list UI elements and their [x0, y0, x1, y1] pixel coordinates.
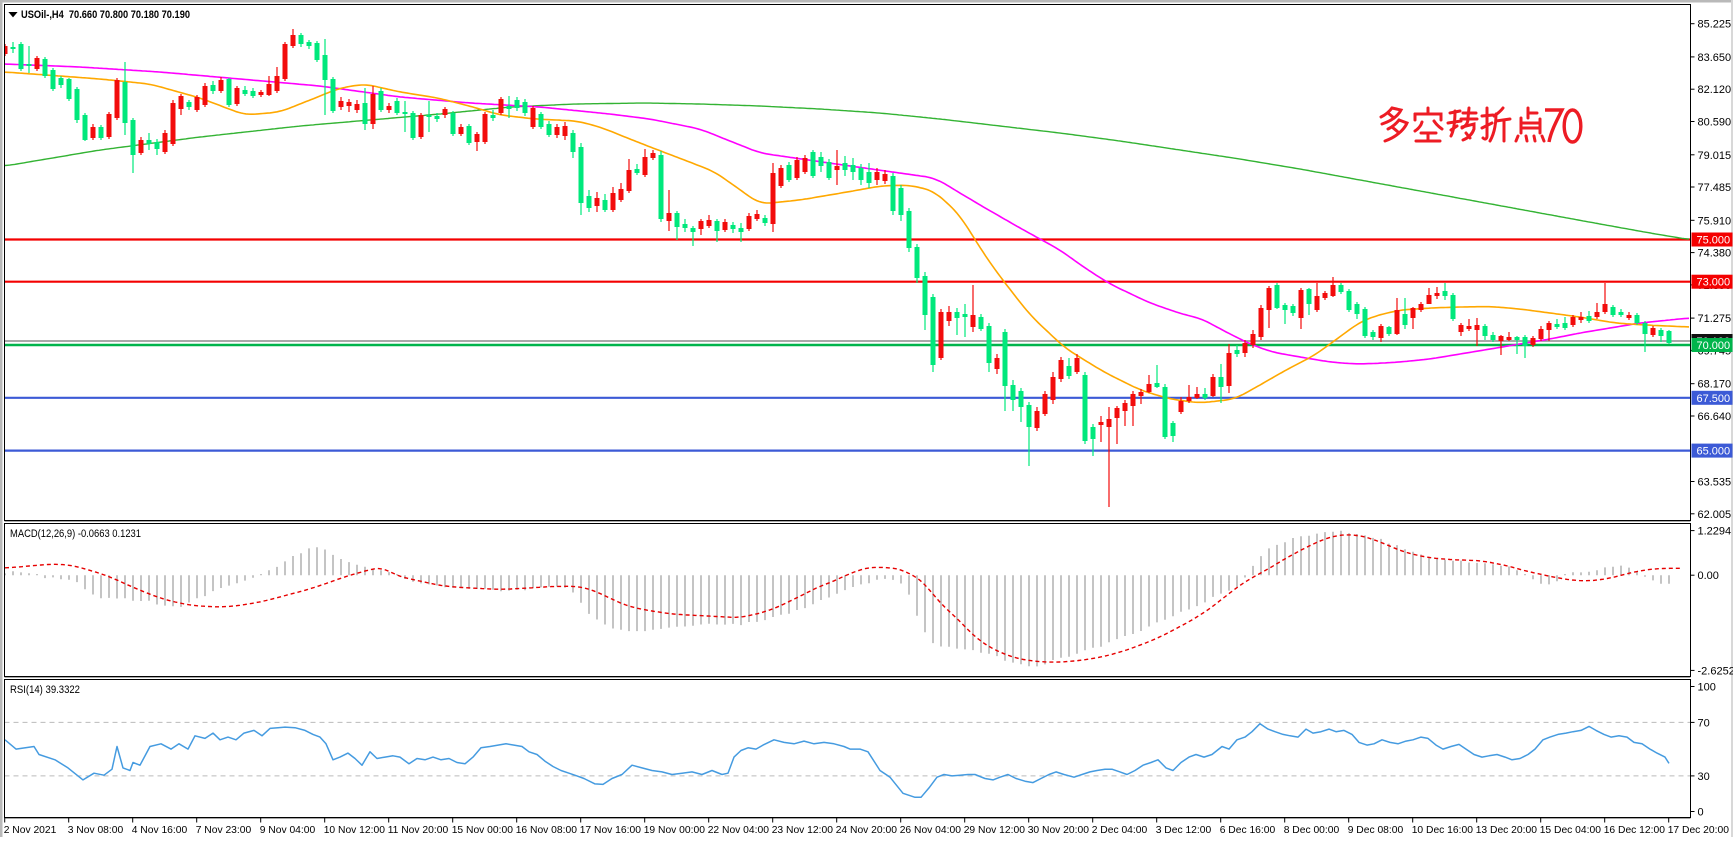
svg-text:9 Nov 04:00: 9 Nov 04:00	[260, 825, 316, 836]
svg-text:0: 0	[1698, 807, 1704, 819]
svg-text:100: 100	[1698, 682, 1716, 694]
svg-text:7 Nov 23:00: 7 Nov 23:00	[196, 825, 252, 836]
svg-text:11 Nov 20:00: 11 Nov 20:00	[388, 825, 449, 836]
svg-text:9 Dec 08:00: 9 Dec 08:00	[1348, 825, 1404, 836]
svg-text:1.2294: 1.2294	[1698, 526, 1732, 538]
svg-text:10 Dec 16:00: 10 Dec 16:00	[1412, 825, 1474, 836]
svg-text:8 Dec 00:00: 8 Dec 00:00	[1284, 825, 1340, 836]
svg-text:70.000: 70.000	[1697, 340, 1731, 352]
svg-text:6 Dec 16:00: 6 Dec 16:00	[1220, 825, 1276, 836]
svg-text:3 Nov 08:00: 3 Nov 08:00	[68, 825, 124, 836]
svg-text:68.170: 68.170	[1698, 379, 1732, 391]
svg-text:MACD(12,26,9) -0.0663 0.1231: MACD(12,26,9) -0.0663 0.1231	[10, 528, 141, 540]
svg-text:RSI(14) 39.3322: RSI(14) 39.3322	[10, 684, 80, 696]
svg-text:30: 30	[1698, 771, 1710, 783]
svg-text:66.640: 66.640	[1698, 411, 1732, 423]
svg-text:82.120: 82.120	[1698, 84, 1732, 96]
svg-text:10 Nov 12:00: 10 Nov 12:00	[324, 825, 386, 836]
svg-text:26 Nov 04:00: 26 Nov 04:00	[900, 825, 962, 836]
svg-text:4 Nov 16:00: 4 Nov 16:00	[132, 825, 188, 836]
svg-text:-2.6252: -2.6252	[1698, 665, 1733, 677]
svg-text:77.485: 77.485	[1698, 182, 1732, 194]
svg-text:71.275: 71.275	[1698, 313, 1732, 325]
svg-text:3 Dec 12:00: 3 Dec 12:00	[1156, 825, 1212, 836]
svg-text:67.500: 67.500	[1697, 393, 1731, 405]
svg-text:80.590: 80.590	[1698, 117, 1732, 129]
svg-text:74.380: 74.380	[1698, 248, 1732, 260]
svg-text:30 Nov 20:00: 30 Nov 20:00	[1028, 825, 1090, 836]
svg-text:85.225: 85.225	[1698, 19, 1732, 31]
svg-text:22 Nov 04:00: 22 Nov 04:00	[708, 825, 770, 836]
svg-text:79.015: 79.015	[1698, 150, 1732, 162]
svg-text:2 Dec 04:00: 2 Dec 04:00	[1092, 825, 1148, 836]
svg-text:63.535: 63.535	[1698, 477, 1732, 489]
svg-text:73.000: 73.000	[1697, 277, 1731, 289]
svg-text:19 Nov 00:00: 19 Nov 00:00	[644, 825, 706, 836]
svg-text:75.910: 75.910	[1698, 215, 1732, 227]
svg-text:0.00: 0.00	[1698, 570, 1719, 582]
svg-text:15 Dec 04:00: 15 Dec 04:00	[1540, 825, 1602, 836]
svg-text:2 Nov 2021: 2 Nov 2021	[4, 825, 57, 836]
svg-text:62.005: 62.005	[1698, 509, 1732, 521]
svg-text:15 Nov 00:00: 15 Nov 00:00	[452, 825, 514, 836]
svg-text:16 Nov 08:00: 16 Nov 08:00	[516, 825, 578, 836]
svg-text:USOil-,H4 70.660 70.800 70.18: USOil-,H4 70.660 70.800 70.180 70.190	[21, 9, 190, 21]
svg-text:70: 70	[1698, 717, 1710, 729]
svg-text:83.650: 83.650	[1698, 52, 1732, 64]
svg-text:23 Nov 12:00: 23 Nov 12:00	[772, 825, 834, 836]
svg-text:17 Dec 20:00: 17 Dec 20:00	[1668, 825, 1730, 836]
svg-text:13 Dec 20:00: 13 Dec 20:00	[1476, 825, 1538, 836]
svg-text:75.000: 75.000	[1697, 235, 1731, 247]
svg-text:24 Nov 20:00: 24 Nov 20:00	[836, 825, 898, 836]
svg-text:29 Nov 12:00: 29 Nov 12:00	[964, 825, 1026, 836]
svg-text:17 Nov 16:00: 17 Nov 16:00	[580, 825, 642, 836]
svg-text:65.000: 65.000	[1697, 446, 1731, 458]
svg-text:16 Dec 12:00: 16 Dec 12:00	[1604, 825, 1666, 836]
